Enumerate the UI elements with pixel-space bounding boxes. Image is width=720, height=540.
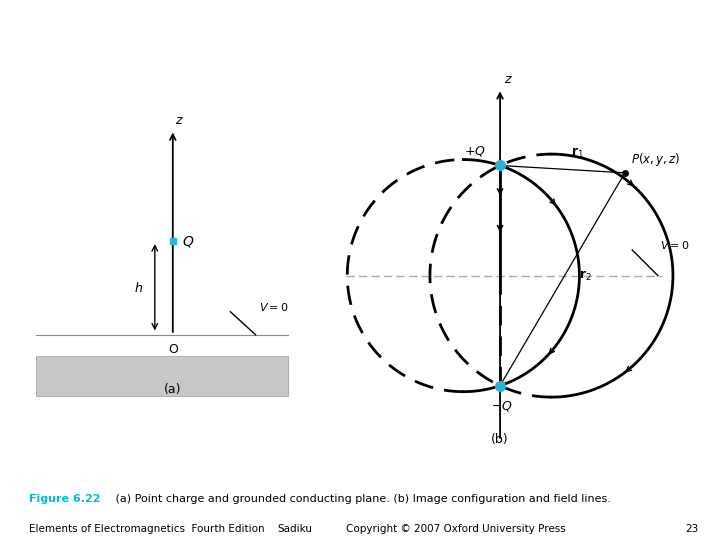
Text: Copyright © 2007 Oxford University Press: Copyright © 2007 Oxford University Press — [346, 523, 565, 534]
Text: $z$: $z$ — [175, 114, 184, 127]
Text: $V = 0$: $V = 0$ — [660, 239, 690, 251]
Text: O: O — [168, 343, 178, 356]
Text: $+Q$: $+Q$ — [464, 144, 485, 158]
Text: Sadiku: Sadiku — [277, 523, 312, 534]
Text: $\mathbf{r}_2$: $\mathbf{r}_2$ — [579, 268, 592, 282]
Text: 23: 23 — [685, 523, 698, 534]
Text: (a): (a) — [164, 383, 181, 396]
Text: $z$: $z$ — [505, 73, 513, 86]
Bar — [36, 356, 288, 396]
Text: Elements of Electromagnetics  Fourth Edition: Elements of Electromagnetics Fourth Edit… — [29, 523, 264, 534]
Text: Figure 6.22: Figure 6.22 — [29, 494, 100, 504]
Text: $\mathbf{r}_1$: $\mathbf{r}_1$ — [571, 146, 584, 160]
Text: $h$: $h$ — [134, 281, 143, 295]
Text: $-Q$: $-Q$ — [490, 399, 513, 413]
Text: (b): (b) — [491, 433, 509, 446]
Text: $V = 0$: $V = 0$ — [259, 301, 289, 313]
Text: $P(x, y, z)$: $P(x, y, z)$ — [631, 151, 680, 168]
Text: $Q$: $Q$ — [182, 234, 194, 249]
Text: (a) Point charge and grounded conducting plane. (b) Image configuration and fiel: (a) Point charge and grounded conducting… — [112, 494, 611, 504]
